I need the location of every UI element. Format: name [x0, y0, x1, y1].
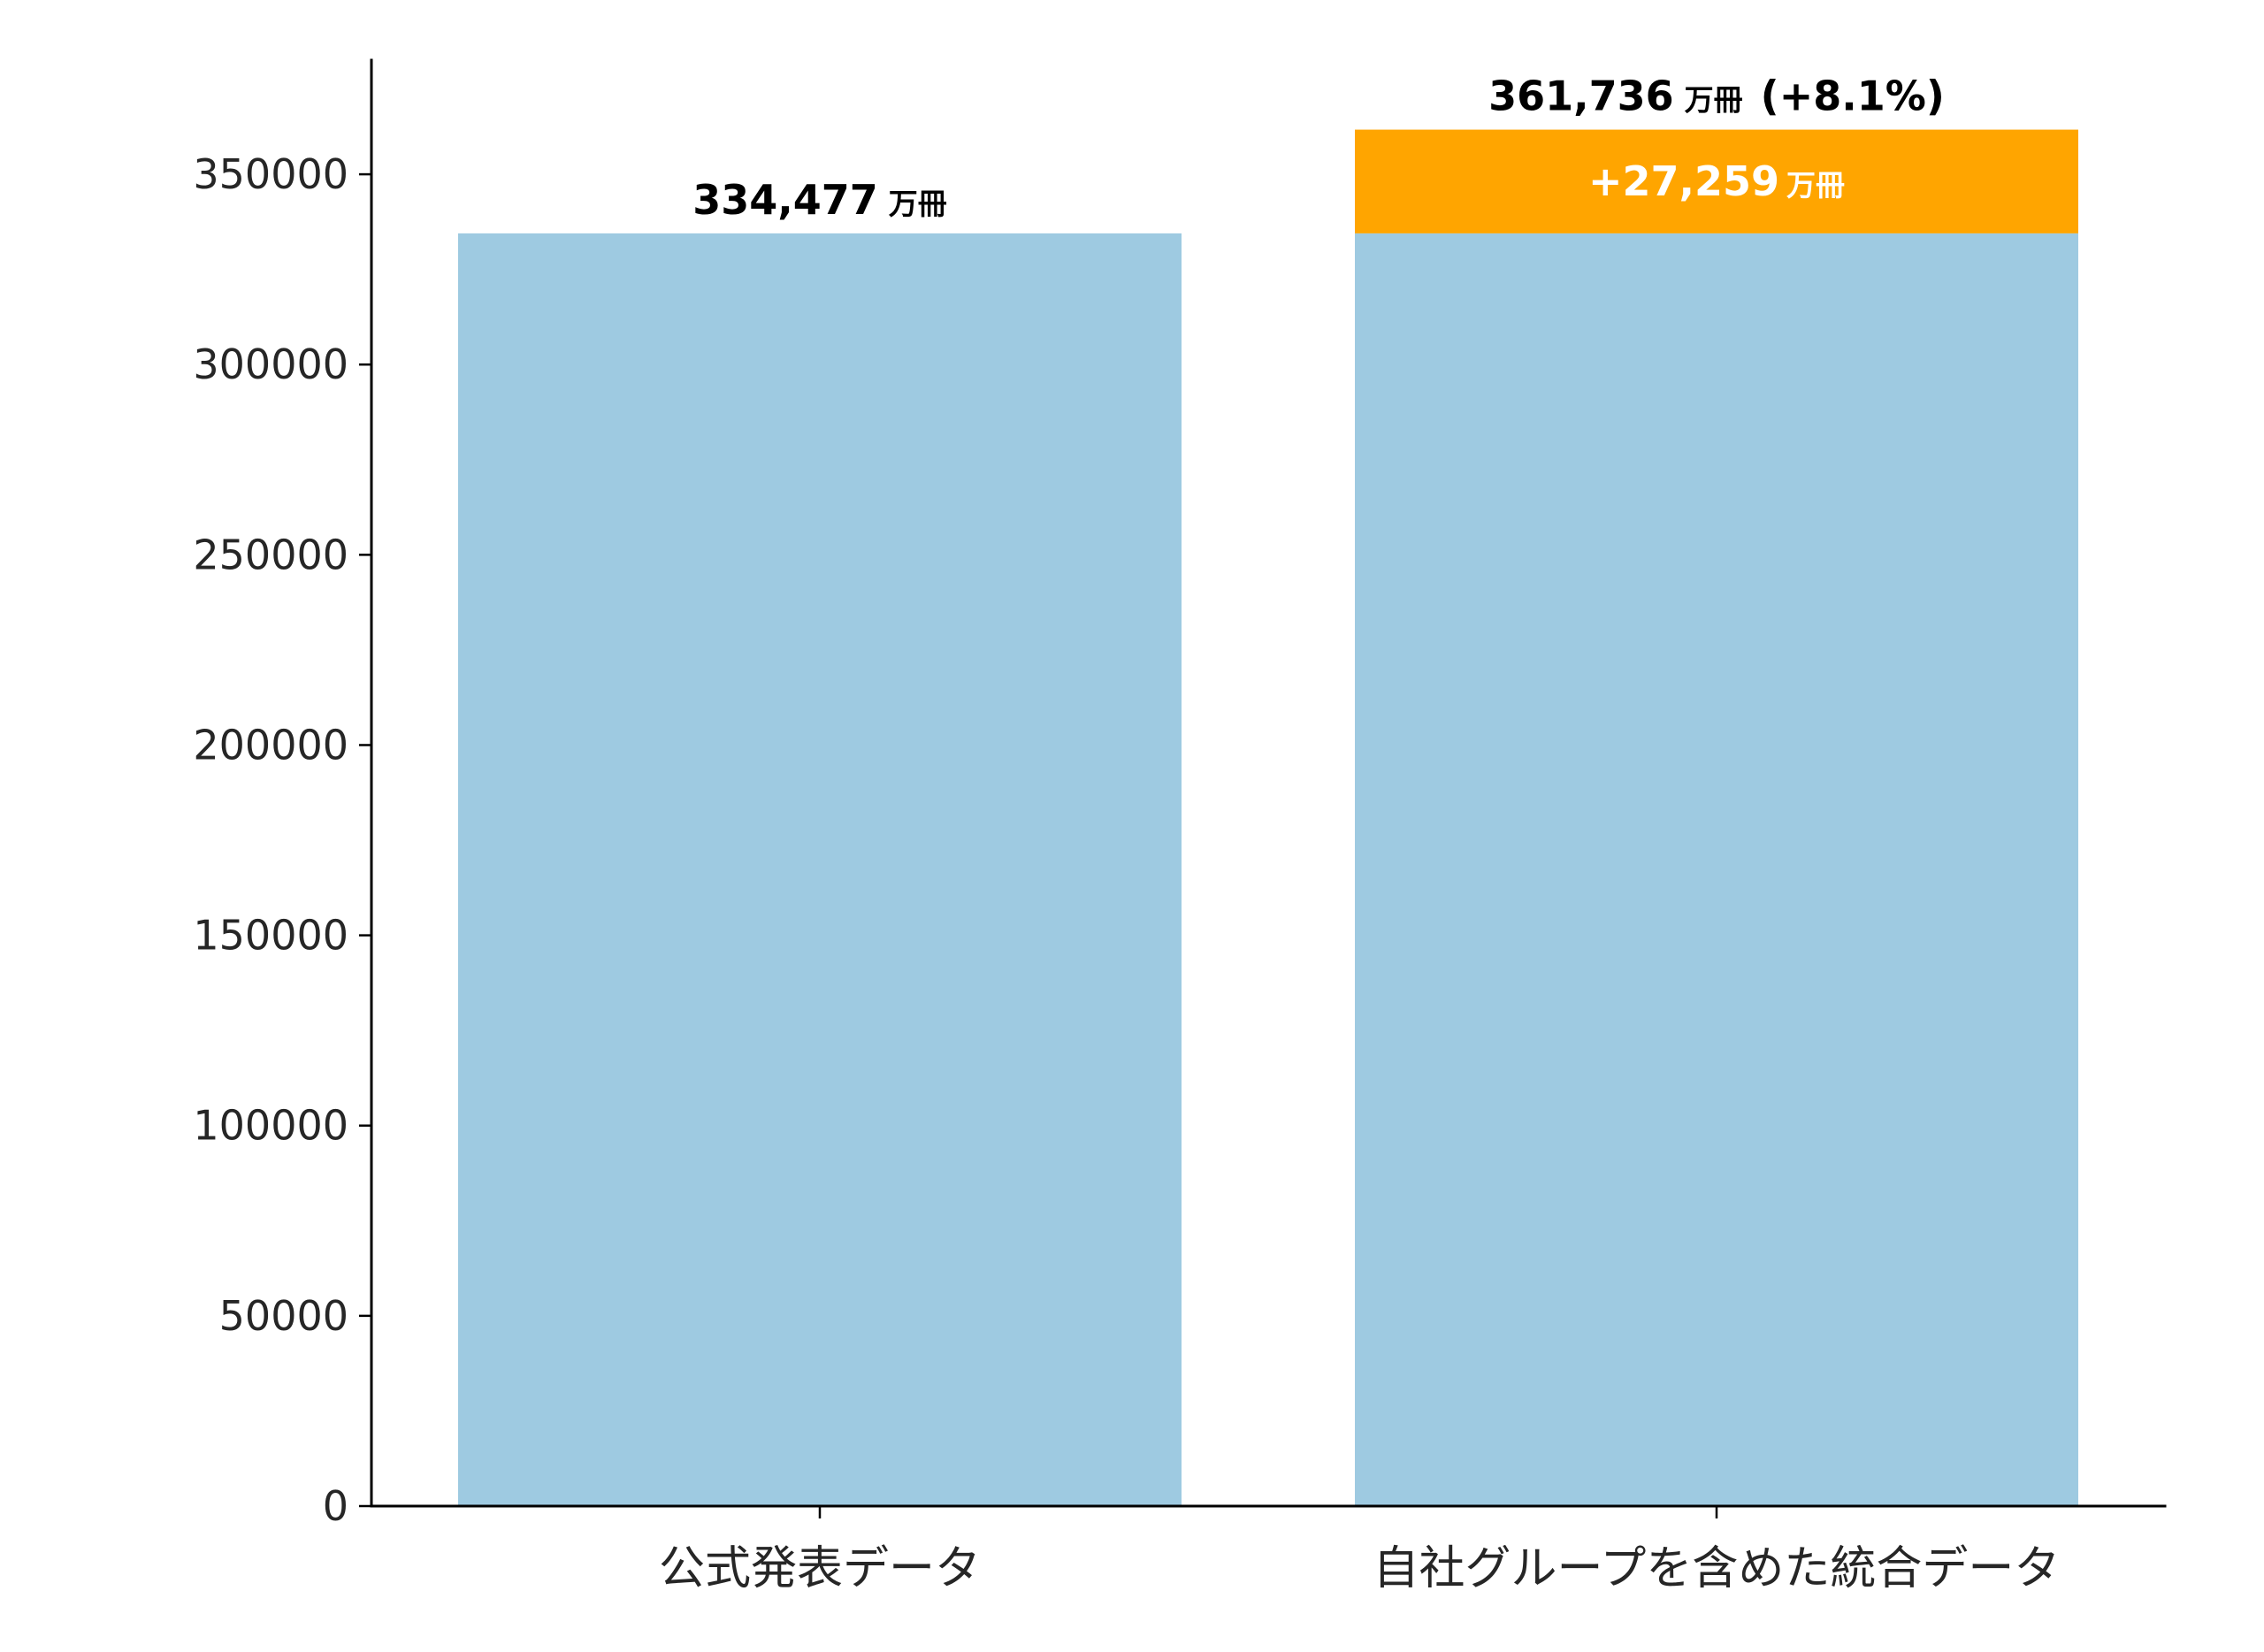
bar-2-increase-label: +27,259 万冊: [1588, 157, 1845, 205]
x-category-label: 公式発表データ: [659, 1542, 981, 1595]
x-category-label: 自社グループを含めた統合データ: [1373, 1542, 2061, 1595]
y-tick-label: 100000: [193, 1102, 348, 1150]
y-tick-label: 150000: [193, 912, 348, 960]
y-tick-label: 250000: [193, 531, 348, 578]
y-tick-label: 300000: [193, 340, 348, 388]
bar-base-1: [458, 233, 1182, 1507]
y-tick-label: 350000: [193, 150, 348, 198]
y-tick-label: 0: [323, 1482, 348, 1530]
bar-base-2: [1355, 233, 2078, 1507]
bars-layer: [458, 129, 2078, 1507]
bar-2-total-label: 361,736 万冊 (+8.1%): [1488, 73, 1945, 120]
y-tick-label: 50000: [219, 1292, 348, 1340]
y-tick-label: 200000: [193, 721, 348, 769]
bar-1-total-label: 334,477 万冊: [692, 176, 947, 224]
axes-layer: 0 50000 100000 150000 200000 250000 300000 3500…: [193, 58, 2167, 1595]
labels-layer: 334,477 万冊 361,736 万冊 (+8.1%) +27,259 万冊: [692, 73, 1945, 224]
bar-increase-2: [1355, 129, 2078, 233]
